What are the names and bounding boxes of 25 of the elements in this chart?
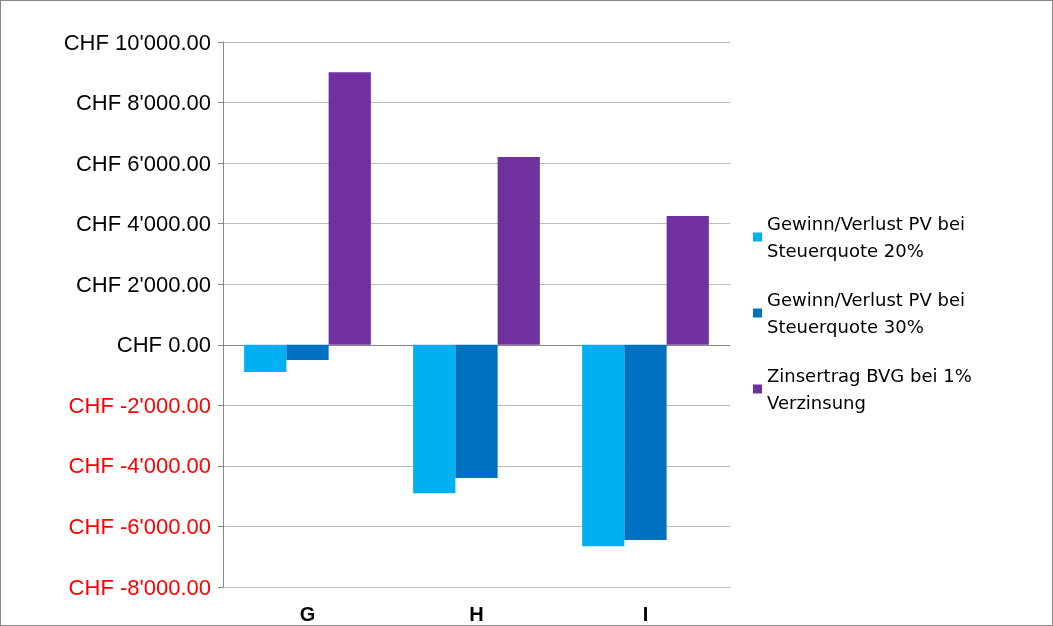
bar <box>582 344 625 547</box>
x-tick-label: G <box>299 603 316 625</box>
bar <box>497 157 540 345</box>
y-tick-label: CHF -4'000.00 <box>68 453 211 479</box>
y-tick-label: CHF 4'000.00 <box>75 211 211 237</box>
bar <box>455 344 498 478</box>
y-tick-label: CHF 8'000.00 <box>75 90 211 116</box>
y-tick-label: CHF -2'000.00 <box>68 392 211 418</box>
bar <box>244 344 287 373</box>
y-tick-label: CHF 0.00 <box>116 332 211 358</box>
legend-label: Zinsertrag BVG bei 1% Verzinsung <box>767 365 978 413</box>
x-tick-label: H <box>469 603 484 625</box>
y-tick-label: CHF 10'000.00 <box>63 29 211 55</box>
bar <box>413 344 456 494</box>
bar <box>286 344 329 360</box>
legend-label: Gewinn/Verlust PV bei Steuerquote 30% <box>767 289 971 337</box>
y-tick-label: CHF 2'000.00 <box>75 271 211 297</box>
bar <box>666 216 709 345</box>
y-tick-label: CHF -6'000.00 <box>68 513 211 539</box>
y-tick-label: CHF 6'000.00 <box>75 150 211 176</box>
y-tick-label: CHF -8'000.00 <box>68 574 211 600</box>
legend-label: Gewinn/Verlust PV bei Steuerquote 20% <box>767 213 971 261</box>
bar <box>624 344 667 541</box>
x-tick-label: I <box>642 603 649 625</box>
bar <box>328 72 371 345</box>
